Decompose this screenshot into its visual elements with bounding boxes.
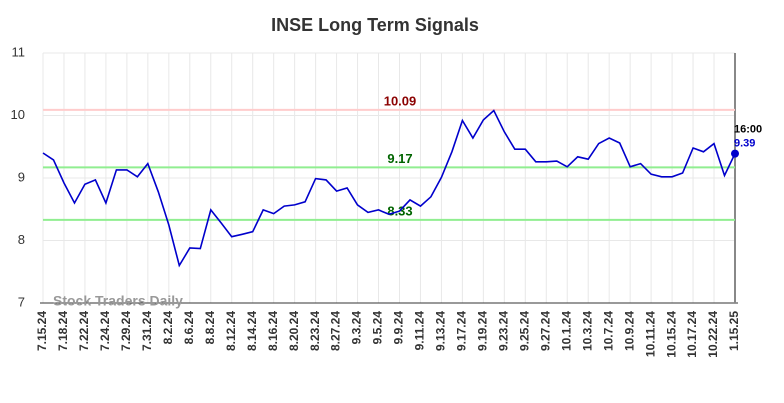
x-tick-label: 10.9.24 (622, 311, 636, 351)
x-tick-label: 10.3.24 (580, 311, 594, 351)
signal-label: 10.09 (384, 93, 417, 108)
x-tick-label: 9.25.24 (517, 311, 531, 351)
x-tick-label: 10.15.24 (664, 311, 678, 358)
x-tick-label: 9.5.24 (371, 311, 385, 345)
x-tick-label: 1.15.25 (727, 311, 741, 351)
y-tick-label: 10 (11, 107, 25, 122)
x-tick-label: 10.17.24 (685, 311, 699, 358)
x-tick-label: 9.9.24 (392, 311, 406, 345)
x-tick-label: 10.11.24 (643, 311, 657, 357)
x-tick-label: 8.20.24 (287, 311, 301, 351)
x-tick-label: 9.19.24 (476, 311, 490, 351)
x-tick-label: 8.2.24 (161, 311, 175, 345)
x-tick-label: 7.18.24 (56, 311, 70, 351)
last-value: 9.39 (734, 138, 755, 150)
y-tick-label: 8 (18, 232, 25, 247)
x-tick-label: 8.14.24 (245, 311, 259, 351)
x-tick-label: 7.22.24 (77, 311, 91, 351)
x-tick-label: 9.17.24 (455, 311, 469, 351)
x-tick-label: 8.6.24 (182, 311, 196, 345)
x-tick-label: 7.24.24 (98, 311, 112, 351)
x-tick-label: 10.1.24 (559, 311, 573, 351)
x-tick-label: 7.15.24 (35, 311, 49, 351)
x-tick-label: 7.31.24 (140, 311, 154, 351)
x-tick-label: 7.29.24 (119, 311, 133, 351)
y-tick-label: 11 (12, 44, 26, 59)
x-tick-label: 10.22.24 (706, 311, 720, 358)
price-line (42, 109, 736, 268)
x-tick-label: 8.8.24 (203, 311, 217, 345)
x-tick-label: 8.27.24 (329, 311, 343, 351)
y-tick-label: 7 (18, 294, 25, 309)
watermark: Stock Traders Daily (53, 293, 183, 309)
x-tick-label: 9.27.24 (538, 311, 552, 351)
y-tick-label: 9 (18, 169, 25, 184)
x-tick-label: 10.7.24 (601, 311, 615, 351)
x-tick-label: 9.13.24 (434, 311, 448, 351)
last-point (731, 149, 739, 158)
last-time: 16:00 (734, 124, 762, 136)
x-tick-label: 9.3.24 (350, 311, 364, 345)
x-tick-label: 8.12.24 (224, 311, 238, 351)
x-tick-label: 8.23.24 (308, 311, 322, 351)
chart-title: INSE Long Term Signals (271, 15, 479, 35)
x-tick-label: 8.16.24 (266, 311, 280, 351)
x-tick-label: 9.23.24 (497, 311, 511, 351)
x-tick-label: 9.11.24 (413, 311, 427, 351)
signal-label: 9.17 (387, 151, 412, 166)
